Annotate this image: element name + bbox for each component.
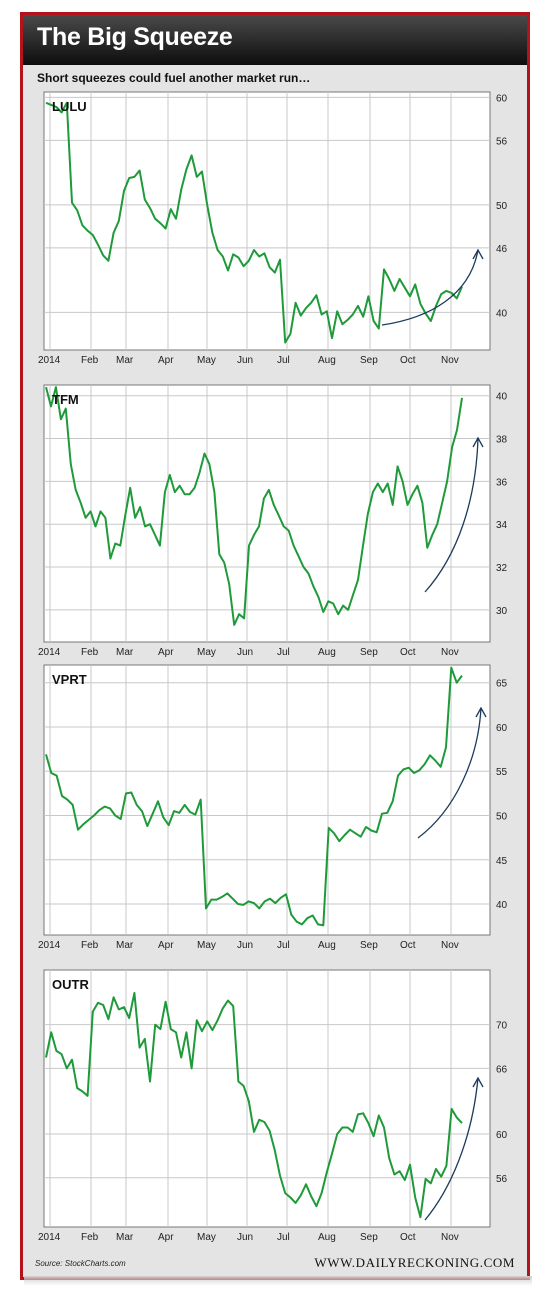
squeeze-arrow-icon bbox=[424, 1076, 484, 1221]
brand-logo-text: WWW.DAILYRECKONING.COM bbox=[314, 1255, 515, 1270]
x-tick-label: Nov bbox=[441, 1232, 459, 1243]
x-tick-label: Jul bbox=[277, 940, 290, 951]
source-note: Source: StockCharts.com bbox=[35, 1259, 126, 1268]
y-tick-label: 46 bbox=[496, 244, 508, 255]
x-tick-label: Aug bbox=[318, 940, 336, 951]
x-tick-label: Nov bbox=[441, 647, 459, 658]
y-tick-label: 56 bbox=[496, 1174, 508, 1185]
x-tick-label: Oct bbox=[400, 1232, 416, 1243]
y-tick-label: 60 bbox=[496, 1130, 508, 1141]
x-tick-label: Nov bbox=[441, 355, 459, 366]
header-bar: The Big Squeeze bbox=[23, 15, 527, 65]
x-tick-label: Jun bbox=[237, 1232, 253, 1243]
x-tick-label: May bbox=[197, 355, 216, 366]
x-tick-label: Oct bbox=[400, 355, 416, 366]
chart-panel-vprt: 2014 Feb Mar Apr May Jun Jul Aug Sep Oct Nov 40 45 50… bbox=[38, 664, 508, 951]
x-tick-label: May bbox=[197, 647, 216, 658]
y-tick-label: 70 bbox=[496, 1021, 508, 1032]
x-tick-label: Mar bbox=[116, 940, 134, 951]
x-tick-label: Jun bbox=[237, 355, 253, 366]
x-tick-label: Apr bbox=[158, 355, 174, 366]
y-tick-label: 50 bbox=[496, 201, 508, 212]
x-tick-label: Mar bbox=[116, 355, 134, 366]
x-tick-label: Apr bbox=[158, 1232, 174, 1243]
y-tick-label: 40 bbox=[496, 308, 508, 319]
x-tick-label: Aug bbox=[318, 1232, 336, 1243]
x-tick-label: Jun bbox=[237, 940, 253, 951]
plot-area bbox=[43, 91, 491, 351]
y-tick-label: 34 bbox=[496, 520, 508, 531]
x-tick-label: Mar bbox=[116, 647, 134, 658]
y-tick-label: 30 bbox=[496, 606, 508, 617]
x-tick-label: May bbox=[197, 940, 216, 951]
plot-area bbox=[43, 664, 491, 936]
ticker-label: LULU bbox=[52, 99, 87, 114]
squeeze-arrow-icon bbox=[381, 248, 484, 326]
x-tick-label: Sep bbox=[360, 355, 378, 366]
x-tick-label: Apr bbox=[158, 940, 174, 951]
y-tick-label: 56 bbox=[496, 136, 508, 147]
y-tick-label: 45 bbox=[496, 856, 508, 867]
ticker-label: VPRT bbox=[52, 672, 87, 687]
x-tick-label: Sep bbox=[360, 1232, 378, 1243]
y-tick-label: 60 bbox=[496, 93, 508, 104]
x-tick-label: Oct bbox=[400, 940, 416, 951]
price-line-lulu bbox=[45, 101, 463, 344]
x-tick-label: Jun bbox=[237, 647, 253, 658]
ticker-label: TFM bbox=[52, 392, 79, 407]
price-line-vprt bbox=[45, 666, 463, 927]
y-tick-label: 50 bbox=[496, 811, 508, 822]
price-line-tfm bbox=[45, 386, 463, 626]
x-tick-label: Aug bbox=[318, 647, 336, 658]
y-tick-label: 60 bbox=[496, 723, 508, 734]
x-tick-label: 2014 bbox=[38, 940, 61, 951]
x-tick-label: Apr bbox=[158, 647, 174, 658]
x-tick-label: Feb bbox=[81, 355, 99, 366]
y-tick-label: 65 bbox=[496, 679, 508, 690]
x-tick-label: Feb bbox=[81, 1232, 99, 1243]
x-tick-label: Jul bbox=[277, 1232, 290, 1243]
subtitle: Short squeezes could fuel another market… bbox=[37, 71, 311, 85]
chart-panel-tfm: 2014 Feb Mar Apr May Jun Jul Aug Sep Oct Nov 30 32 34… bbox=[38, 384, 508, 658]
x-tick-label: Jul bbox=[277, 647, 290, 658]
chart-panel-lulu: 2014 Feb Mar Apr May Jun Jul Aug Sep Oct Nov 40 46 50… bbox=[38, 91, 508, 366]
x-tick-label: 2014 bbox=[38, 355, 61, 366]
x-tick-label: Sep bbox=[360, 647, 378, 658]
x-tick-label: Feb bbox=[81, 940, 99, 951]
page-title: The Big Squeeze bbox=[37, 23, 233, 51]
x-tick-label: Feb bbox=[81, 647, 99, 658]
ticker-label: OUTR bbox=[52, 977, 89, 992]
y-tick-label: 40 bbox=[496, 392, 508, 403]
y-tick-label: 40 bbox=[496, 900, 508, 911]
y-tick-label: 66 bbox=[496, 1064, 508, 1075]
y-tick-label: 36 bbox=[496, 477, 508, 488]
y-tick-label: 38 bbox=[496, 435, 508, 446]
x-tick-label: Aug bbox=[318, 355, 336, 366]
y-tick-label: 32 bbox=[496, 563, 508, 574]
y-tick-label: 55 bbox=[496, 767, 508, 778]
plot-area bbox=[43, 969, 491, 1228]
x-tick-label: 2014 bbox=[38, 1232, 61, 1243]
price-line-outr bbox=[45, 992, 463, 1219]
x-tick-label: Nov bbox=[441, 940, 459, 951]
frame-shadow bbox=[24, 1276, 532, 1286]
x-tick-label: May bbox=[197, 1232, 216, 1243]
x-tick-label: Mar bbox=[116, 1232, 134, 1243]
squeeze-arrow-icon bbox=[417, 706, 487, 839]
plot-area bbox=[43, 384, 491, 643]
x-tick-label: Oct bbox=[400, 647, 416, 658]
squeeze-arrow-icon bbox=[424, 436, 484, 593]
x-tick-label: Jul bbox=[277, 355, 290, 366]
chart-panel-outr: 2014 Feb Mar Apr May Jun Jul Aug Sep Oct Nov 56 60 66… bbox=[38, 969, 508, 1243]
x-tick-label: Sep bbox=[360, 940, 378, 951]
x-tick-label: 2014 bbox=[38, 647, 61, 658]
